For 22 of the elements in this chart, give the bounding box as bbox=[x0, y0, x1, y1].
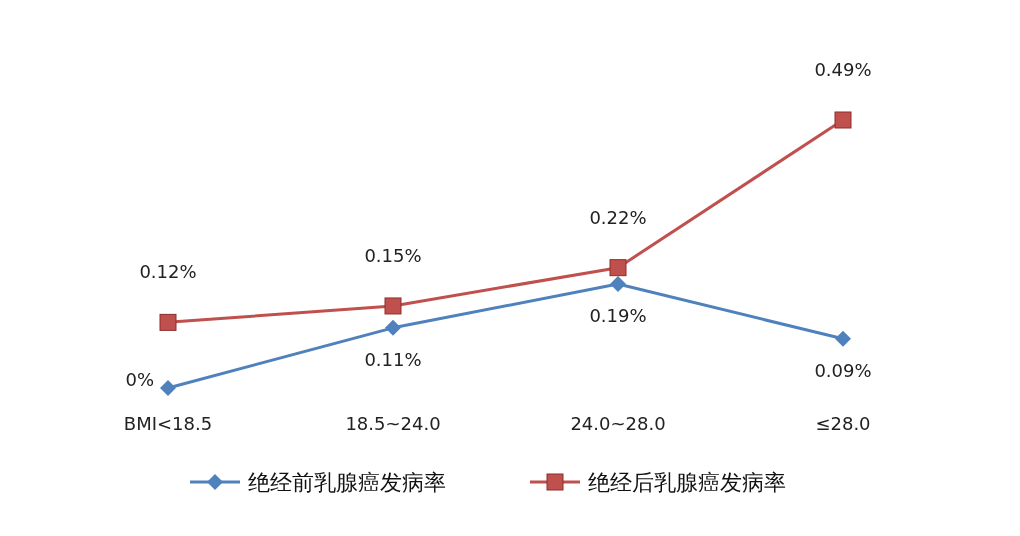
data-label: 0.09% bbox=[814, 359, 872, 381]
data-label: 0% bbox=[125, 369, 154, 390]
data-label: 0.19% bbox=[589, 305, 647, 327]
x-tick-label: ≤28.0 bbox=[815, 413, 871, 434]
data-label: 0.49% bbox=[814, 59, 872, 80]
x-tick-label: BMI<18.5 bbox=[123, 413, 213, 434]
data-label: 0.15% bbox=[364, 244, 422, 266]
data-label: 0.11% bbox=[364, 348, 422, 370]
point bbox=[610, 276, 626, 293]
x-tick-label: 18.5~24.0 bbox=[345, 413, 441, 434]
data-label: 0.22% bbox=[589, 206, 647, 228]
point bbox=[385, 319, 401, 336]
x-tick-label: 24.0~28.0 bbox=[570, 413, 666, 434]
data-label: 0.12% bbox=[139, 261, 197, 283]
legend-label: 绝经后乳腺癌发病率 bbox=[588, 470, 786, 495]
point bbox=[609, 259, 627, 277]
point bbox=[159, 313, 177, 331]
point bbox=[835, 330, 851, 347]
legend-label: 绝经前乳腺癌发病率 bbox=[248, 470, 446, 495]
point bbox=[834, 111, 852, 129]
point bbox=[384, 297, 402, 315]
point bbox=[160, 380, 176, 396]
